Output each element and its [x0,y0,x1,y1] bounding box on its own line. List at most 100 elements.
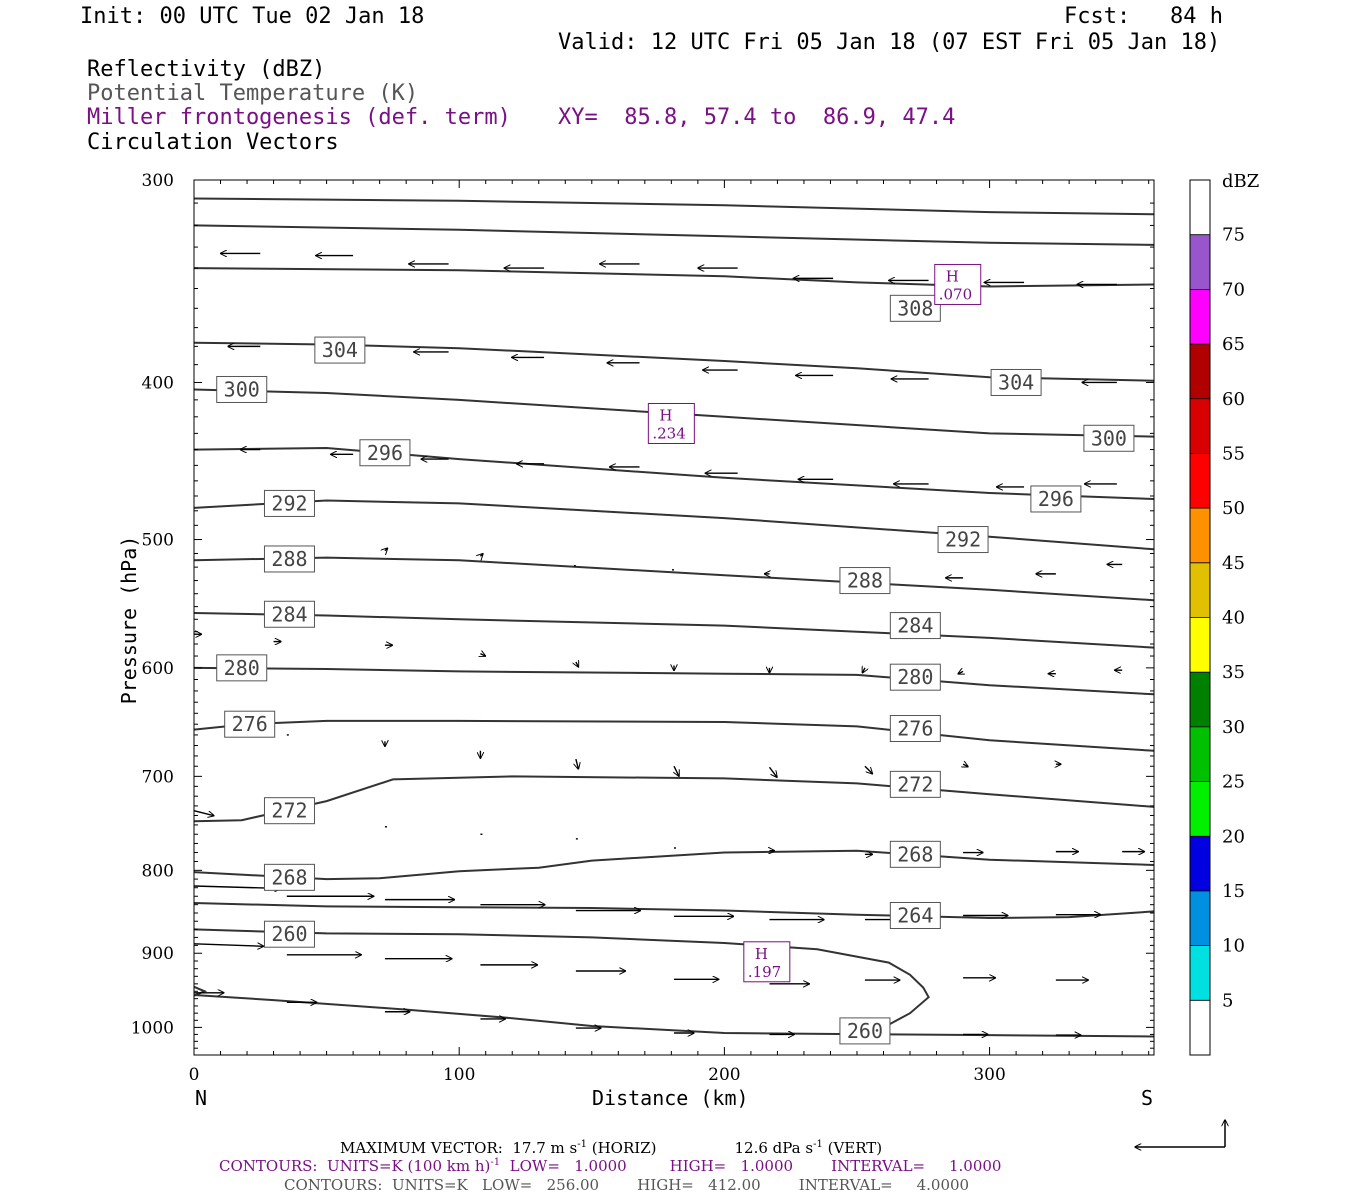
colorbar-label: 35 [1222,662,1245,683]
high-box [743,941,791,983]
theta-contour-288 [193,556,1155,602]
colorbar-swatch [1190,672,1210,727]
contour-label-box [263,545,315,573]
contour-label-box [889,715,941,743]
high-label: H [946,267,959,285]
contour-label: 300 [224,377,260,401]
x-tick-label: 100 [443,1065,475,1085]
theta-contour-256 [193,994,1155,1038]
valid-time: Valid: 12 UTC Fri 05 Jan 18 (07 EST Fri … [558,30,1221,55]
contour-label-box [1083,424,1135,452]
theta-contour-268 [193,849,1155,881]
contour-label-box [216,375,268,403]
footer-contours-theta: CONTOURS: UNITS=K LOW= 256.00 HIGH= 412.… [284,1176,970,1194]
colorbar-swatch [1190,234,1210,290]
contour-label: 300 [1091,426,1127,450]
contour-label-box [889,663,941,691]
contour-label: 280 [224,656,260,680]
contour-label: 296 [367,441,403,465]
colorbar-swatch [1190,562,1210,618]
colorbar-label: 5 [1222,990,1233,1011]
circulation-vector [480,654,485,656]
colorbar-swatch [1190,836,1210,891]
circulation-vector [674,765,679,776]
theta-contour-260 [193,928,930,1026]
colorbar-swatch [1190,180,1210,235]
high-label: H [659,406,672,424]
contour-label: 284 [897,614,933,638]
colorbar-swatch [1190,1000,1210,1055]
colorbar-title: dBZ [1222,171,1259,192]
y-tick-label: 900 [142,944,174,964]
contour-label-box [263,863,315,891]
contour-label: 292 [945,528,981,552]
colorbar-swatch [1190,781,1210,837]
y-tick-label: 400 [142,373,174,393]
colorbar-swatch [1190,617,1210,673]
colorbar-label: 30 [1222,717,1245,738]
high-box [934,263,982,305]
contour-label: 304 [998,370,1034,394]
high-value: .234 [652,424,685,442]
contour-label: 308 [897,296,933,320]
colorbar-swatch [1190,890,1210,946]
circulation-vector [385,548,387,550]
circulation-vector [576,662,578,667]
colorbar-swatch [1190,344,1210,399]
contour-label-box [224,710,276,738]
contour-label: 292 [271,491,307,515]
colorbar-label: 70 [1222,279,1245,300]
circulation-vector [768,766,776,777]
colorbar-swatch [1190,945,1210,1001]
theta-contour-272 [193,775,1155,823]
circulation-vector [193,810,214,816]
contour-label: 272 [271,799,307,823]
high-box [647,402,695,444]
contour-label-box [889,612,941,640]
colorbar-swatch [1190,726,1210,782]
contour-label: 280 [897,665,933,689]
reference-vector-icon [1135,1120,1225,1147]
circulation-vector [958,671,963,673]
contour-label-box [263,489,315,517]
colorbar-swatch [1190,508,1210,563]
colorbar-label: 75 [1222,225,1245,246]
colorbar-swatch [1190,289,1210,345]
colorbar-label: 20 [1222,826,1245,847]
y-tick-label: 600 [142,659,174,679]
y-tick-label: 1000 [131,1018,174,1038]
theta-contour-292 [193,499,1155,551]
contour-label: 288 [847,569,883,593]
field-frontogenesis: Miller frontogenesis (def. term) [87,105,511,130]
colorbar-label: 60 [1222,389,1245,410]
x-axis-label: Distance (km) [592,1086,749,1110]
circulation-vector [480,554,482,556]
contour-label: 284 [271,602,307,626]
contour-label-box [263,600,315,628]
y-tick-label: 800 [142,861,174,881]
contour-label-box [359,439,411,467]
colorbar-swatch [1190,398,1210,454]
contour-label-box [889,901,941,929]
plot-frame [193,179,1155,1056]
contour-label-box [263,797,315,825]
x-tick-label: 200 [708,1065,740,1085]
forecast-hour: Fcst: 84 h [1064,4,1223,29]
theta-contour-308 [193,267,1155,288]
circulation-vector [963,764,968,766]
contour-label: 260 [847,1019,883,1043]
colorbar-label: 25 [1222,772,1245,793]
y-tick-label: 500 [142,531,174,551]
circulation-vector [862,668,864,673]
colorbar-label: 15 [1222,881,1245,902]
y-axis-label: Pressure (hPa) [117,535,141,705]
x-tick-label: 300 [973,1065,1005,1085]
colorbar-label: 40 [1222,608,1245,629]
theta-contour-280 [193,666,1155,696]
colorbar-swatch [1190,453,1210,509]
contour-label: 268 [271,865,307,889]
contour-label-box [1030,485,1082,513]
theta-contour-296 [193,446,1155,500]
footer-contours-frontogenesis: CONTOURS: UNITS=K (100 km h)-1 LOW= 1.00… [219,1157,1002,1175]
